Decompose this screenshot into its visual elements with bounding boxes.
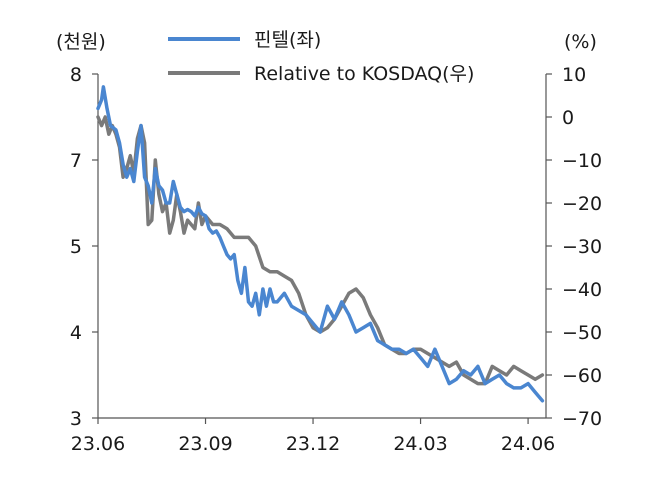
x-tick-label: 23.09: [178, 433, 232, 455]
left-tick-label: 5: [70, 236, 82, 258]
right-tick-label: 10: [562, 64, 586, 86]
left-tick-label: 3: [70, 408, 82, 430]
legend-label-series2: Relative to KOSDAQ(우): [254, 63, 474, 85]
legend-label-series1: 핀텔(좌): [254, 29, 321, 51]
right-tick-label: −50: [562, 322, 602, 344]
left-tick-label: 4: [70, 322, 82, 344]
right-tick-label: 0: [562, 107, 574, 129]
right-tick-label: −20: [562, 193, 602, 215]
series-layer: [96, 85, 545, 403]
x-tick-label: 24.06: [501, 433, 555, 455]
series-line-fintel: [96, 85, 545, 403]
right-tick-label: −70: [562, 408, 602, 430]
left-axis-unit: (천원): [56, 31, 106, 53]
axes: 3 4 5 7 8 10 0 −10 −20 −30 −40 −50 −60 −70 23.06 23.09 2…: [70, 64, 602, 455]
right-tick-label: −60: [562, 365, 602, 387]
legend: 핀텔(좌) Relative to KOSDAQ(우): [168, 29, 474, 85]
right-tick-label: −10: [562, 150, 602, 172]
x-tick-label: 23.06: [71, 433, 125, 455]
x-tick-label: 24.03: [393, 433, 447, 455]
left-tick-label: 7: [70, 150, 82, 172]
right-tick-label: −40: [562, 279, 602, 301]
left-tick-label: 8: [70, 64, 82, 86]
series-line-relative-kosdaq: [96, 115, 545, 386]
right-axis-unit: (%): [564, 31, 597, 53]
x-tick-label: 23.12: [286, 433, 340, 455]
right-tick-label: −30: [562, 236, 602, 258]
